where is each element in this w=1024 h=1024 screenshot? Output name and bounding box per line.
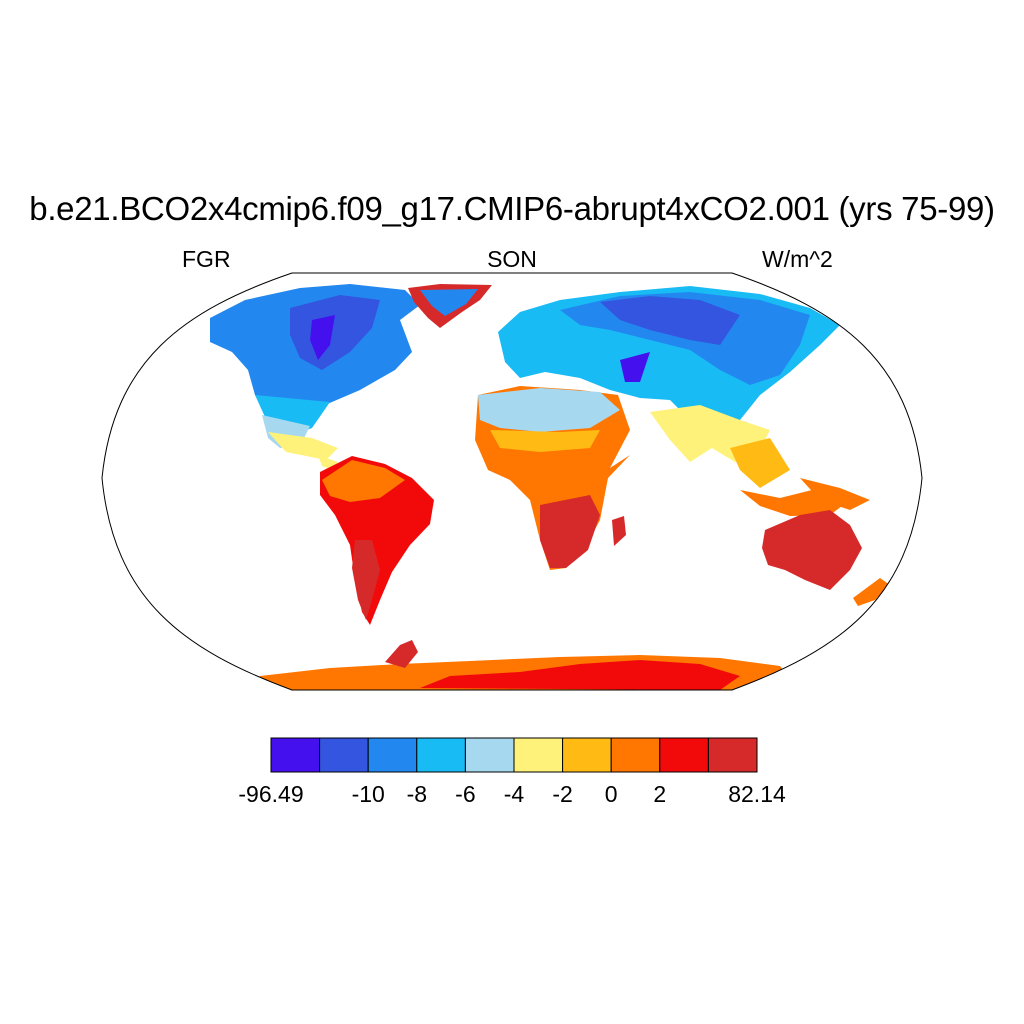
colorbar-tick-label: 2 <box>653 781 667 807</box>
colorbar <box>270 737 758 773</box>
eurasia-region <box>498 286 840 488</box>
colorbar-swatch <box>562 737 612 773</box>
colorbar-swatch <box>319 737 369 773</box>
maritime-asia-region <box>740 478 870 516</box>
colorbar-tick-label: 82.14 <box>728 781 786 807</box>
colorbar-tick-label: -6 <box>455 781 476 807</box>
colorbar-tick-label: 0 <box>604 781 618 807</box>
colorbar-tick-label: -10 <box>351 781 385 807</box>
africa-region <box>475 386 630 570</box>
colorbar-swatch <box>367 737 418 773</box>
colorbar-tick-label: -4 <box>503 781 525 807</box>
antarctica-region <box>250 640 800 690</box>
season-label: SON <box>487 246 537 272</box>
colorbar-swatch <box>707 737 758 773</box>
units-label: W/m^2 <box>762 246 833 272</box>
colorbar-swatch <box>659 737 709 773</box>
colorbar-swatch <box>464 737 515 773</box>
north-america-region <box>210 284 420 470</box>
colorbar-swatch <box>270 737 321 773</box>
south-america-region <box>320 456 434 625</box>
greenland-region <box>408 284 492 328</box>
australia-region <box>762 510 890 606</box>
map-boundary <box>101 272 923 691</box>
colorbar-swatch <box>610 737 661 773</box>
colorbar-swatch <box>513 737 564 773</box>
colorbar-tick-label: -96.49 <box>238 781 304 807</box>
page-title: b.e21.BCO2x4cmip6.f09_g17.CMIP6-abrupt4x… <box>29 190 995 227</box>
variable-label: FGR <box>182 246 231 272</box>
colorbar-swatch <box>416 737 466 773</box>
colorbar-tick-label: -8 <box>406 781 428 807</box>
colorbar-tick-label: -2 <box>552 781 573 807</box>
